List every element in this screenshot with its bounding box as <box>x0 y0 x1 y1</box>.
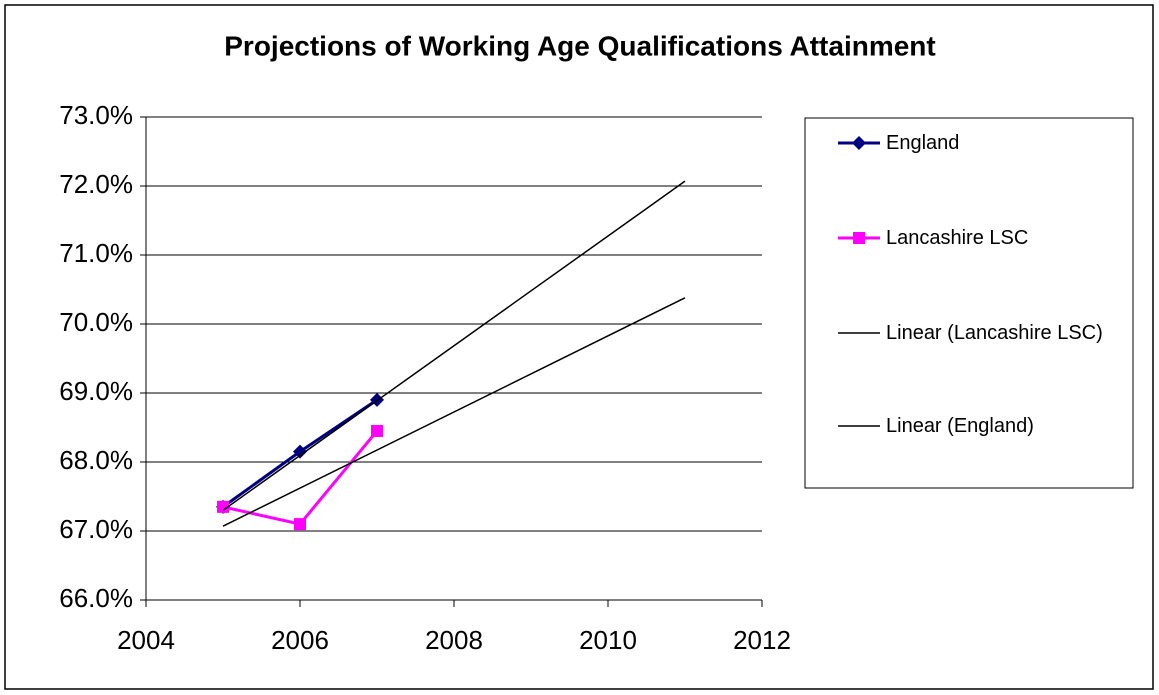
legend-label: Lancashire LSC <box>886 227 1029 249</box>
data-point <box>293 444 307 459</box>
legend-marker <box>852 136 866 150</box>
x-tick-label: 2008 <box>425 625 483 655</box>
legend-label: Linear (England) <box>886 415 1034 437</box>
y-tick-label: 71.0% <box>59 238 133 268</box>
data-point <box>217 500 229 513</box>
series-line <box>222 180 686 511</box>
y-tick-label: 70.0% <box>59 307 133 337</box>
legend-marker <box>853 232 865 244</box>
y-tick-label: 68.0% <box>59 445 133 475</box>
y-tick-label: 69.0% <box>59 376 133 406</box>
x-tick-label: 2004 <box>117 625 175 655</box>
legend-label: England <box>886 132 960 154</box>
data-point <box>294 518 306 531</box>
series-line <box>222 297 686 527</box>
data-point <box>371 424 383 437</box>
x-tick-label: 2012 <box>733 625 791 655</box>
y-tick-label: 72.0% <box>59 169 133 199</box>
chart-title: Projections of Working Age Qualification… <box>224 30 935 61</box>
y-tick-label: 67.0% <box>59 514 133 544</box>
y-tick-label: 73.0% <box>59 100 133 130</box>
x-tick-label: 2010 <box>579 625 637 655</box>
x-tick-label: 2006 <box>271 625 329 655</box>
legend-label: Linear (Lancashire LSC) <box>886 322 1103 344</box>
y-tick-label: 66.0% <box>59 583 133 613</box>
